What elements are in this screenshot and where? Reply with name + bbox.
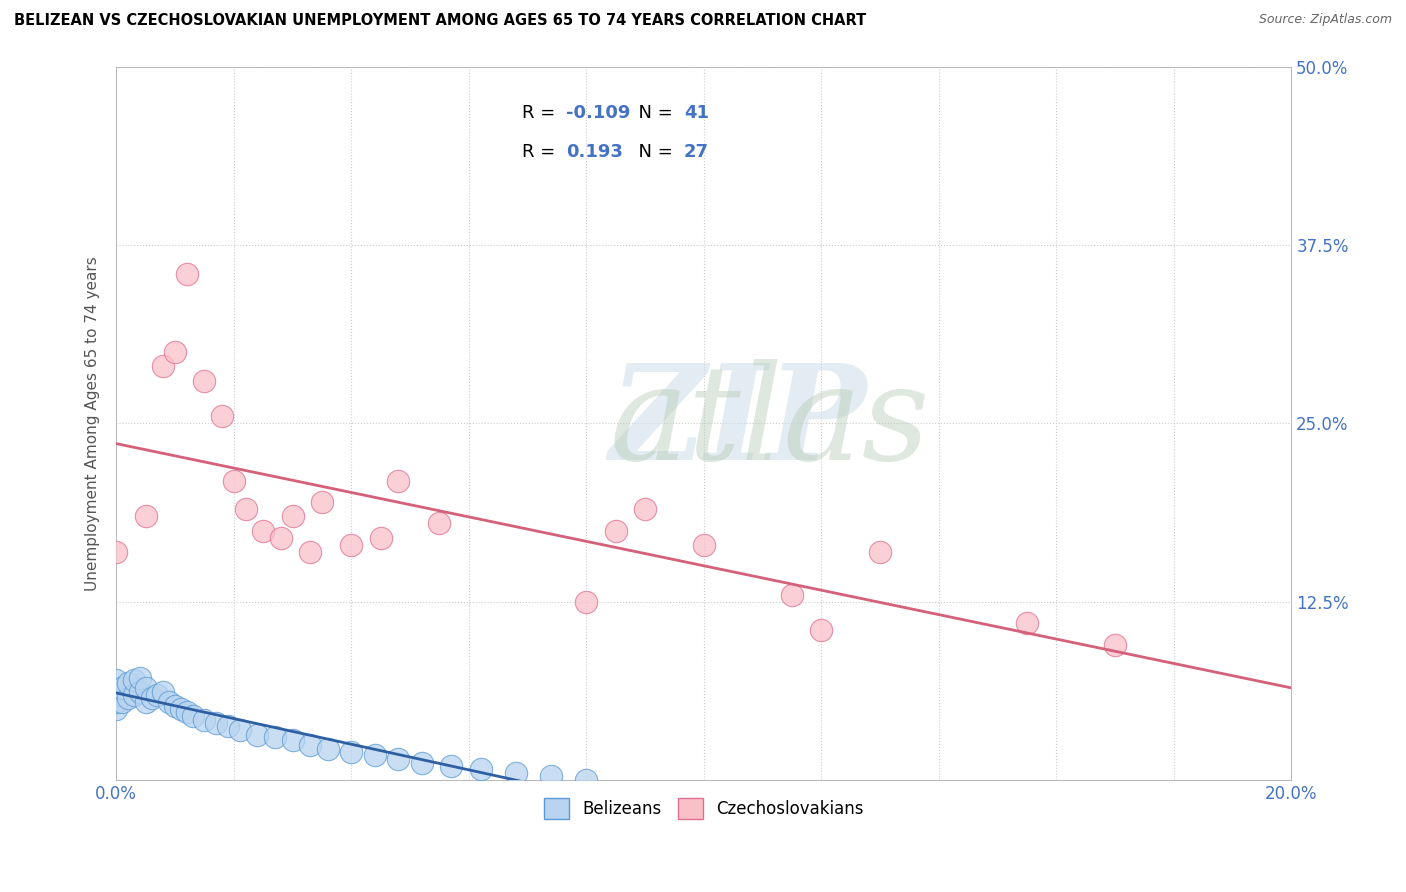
Point	[1104, 638, 1126, 652]
Text: ZIP: ZIP	[610, 359, 868, 488]
Point	[217, 719, 239, 733]
Point	[117, 690, 139, 705]
Point	[1015, 616, 1038, 631]
Point	[387, 752, 409, 766]
Point	[869, 545, 891, 559]
Point	[429, 516, 451, 531]
Point	[634, 502, 657, 516]
Point	[340, 745, 363, 759]
Point	[117, 676, 139, 690]
Point	[128, 685, 150, 699]
Point	[235, 502, 257, 516]
Point	[316, 742, 339, 756]
Point	[270, 531, 292, 545]
Text: N =: N =	[627, 144, 679, 161]
Point	[105, 545, 128, 559]
Point	[470, 762, 492, 776]
Text: Source: ZipAtlas.com: Source: ZipAtlas.com	[1258, 13, 1392, 27]
Legend: Belizeans, Czechoslovakians: Belizeans, Czechoslovakians	[537, 792, 870, 825]
Point	[181, 709, 204, 723]
Y-axis label: Unemployment Among Ages 65 to 74 years: Unemployment Among Ages 65 to 74 years	[86, 256, 100, 591]
Point	[105, 695, 128, 709]
Point	[780, 588, 803, 602]
Point	[163, 345, 186, 359]
Point	[605, 524, 627, 538]
Text: 27: 27	[683, 144, 709, 161]
Point	[228, 723, 250, 738]
Point	[211, 409, 233, 424]
Point	[105, 688, 128, 702]
Point	[440, 759, 463, 773]
Point	[505, 766, 527, 780]
Point	[252, 524, 274, 538]
Point	[370, 531, 392, 545]
Point	[299, 545, 322, 559]
Point	[135, 509, 157, 524]
Point	[311, 495, 333, 509]
Point	[193, 714, 215, 728]
Point	[281, 509, 304, 524]
Point	[575, 595, 598, 609]
Point	[105, 702, 128, 716]
Text: R =: R =	[522, 144, 561, 161]
Point	[105, 673, 128, 688]
Text: -0.109: -0.109	[567, 104, 631, 122]
Point	[135, 681, 157, 695]
Point	[141, 690, 163, 705]
Text: BELIZEAN VS CZECHOSLOVAKIAN UNEMPLOYMENT AMONG AGES 65 TO 74 YEARS CORRELATION C: BELIZEAN VS CZECHOSLOVAKIAN UNEMPLOYMENT…	[14, 13, 866, 29]
Point	[157, 695, 180, 709]
Point	[170, 702, 193, 716]
Point	[246, 728, 269, 742]
Point	[693, 538, 716, 552]
Point	[540, 769, 562, 783]
Point	[222, 474, 245, 488]
Point	[176, 705, 198, 719]
Point	[205, 716, 228, 731]
Point	[105, 681, 128, 695]
Text: N =: N =	[627, 104, 679, 122]
Point	[340, 538, 363, 552]
Point	[152, 685, 174, 699]
Point	[128, 671, 150, 685]
Point	[193, 374, 215, 388]
Point	[364, 747, 387, 762]
Point	[281, 733, 304, 747]
Text: atlas: atlas	[610, 359, 931, 488]
Point	[387, 474, 409, 488]
Text: 0.193: 0.193	[567, 144, 623, 161]
Point	[111, 695, 134, 709]
Point	[411, 756, 433, 771]
Point	[111, 681, 134, 695]
Text: R =: R =	[522, 104, 561, 122]
Point	[146, 688, 169, 702]
Point	[299, 738, 322, 752]
Point	[163, 699, 186, 714]
Point	[264, 731, 287, 745]
Text: 41: 41	[683, 104, 709, 122]
Point	[152, 359, 174, 374]
Point	[810, 624, 832, 638]
Point	[122, 673, 145, 688]
Point	[575, 773, 598, 788]
Point	[135, 695, 157, 709]
Point	[176, 267, 198, 281]
Point	[122, 688, 145, 702]
